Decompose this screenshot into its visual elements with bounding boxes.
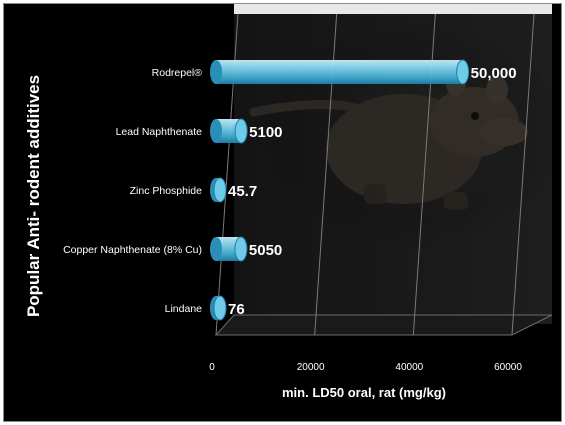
value-label: 76	[228, 301, 245, 318]
bar-base-cap	[210, 60, 222, 84]
category-label: Copper Naphthenate (8% Cu)	[63, 244, 202, 256]
x-tick-label: 40000	[395, 362, 423, 373]
bar-base-cap	[210, 119, 222, 143]
value-label: 45.7	[228, 183, 257, 200]
gridline	[511, 13, 535, 336]
bar-end-cap	[456, 59, 470, 85]
bar	[216, 60, 463, 84]
x-tick-label: 20000	[297, 362, 325, 373]
bar-chart: 0 20000 40000 60000 Rodrepel® 50,000 Lead Naph…	[24, 4, 561, 400]
bar-end-cap	[213, 177, 227, 203]
value-label: 5100	[249, 124, 282, 141]
bar-end-cap	[213, 295, 227, 321]
category-label: Zinc Phosphide	[130, 185, 203, 197]
bars	[210, 59, 470, 321]
x-tick-label: 60000	[494, 362, 522, 373]
x-axis-title: min. LD50 oral, rat (mg/kg)	[282, 385, 446, 400]
bar-end-cap	[234, 118, 248, 144]
category-label: Lindane	[165, 303, 203, 315]
bar-base-cap	[210, 237, 222, 261]
category-label: Lead Naphthenate	[116, 126, 203, 138]
x-tick-label: 0	[209, 362, 215, 373]
labels: 0 20000 40000 60000 Rodrepel® 50,000 Lead Naph…	[63, 65, 522, 373]
plot-floor	[214, 314, 553, 336]
plot-top-edge	[234, 4, 552, 14]
bar-end-cap	[234, 236, 248, 262]
chart-frame: 0 20000 40000 60000 Rodrepel® 50,000 Lead Naph…	[3, 3, 562, 422]
category-label: Rodrepel®	[152, 67, 203, 79]
value-label: 50,000	[471, 65, 517, 82]
y-axis-title: Popular Anti- rodent additives	[24, 75, 43, 317]
value-label: 5050	[249, 242, 282, 259]
